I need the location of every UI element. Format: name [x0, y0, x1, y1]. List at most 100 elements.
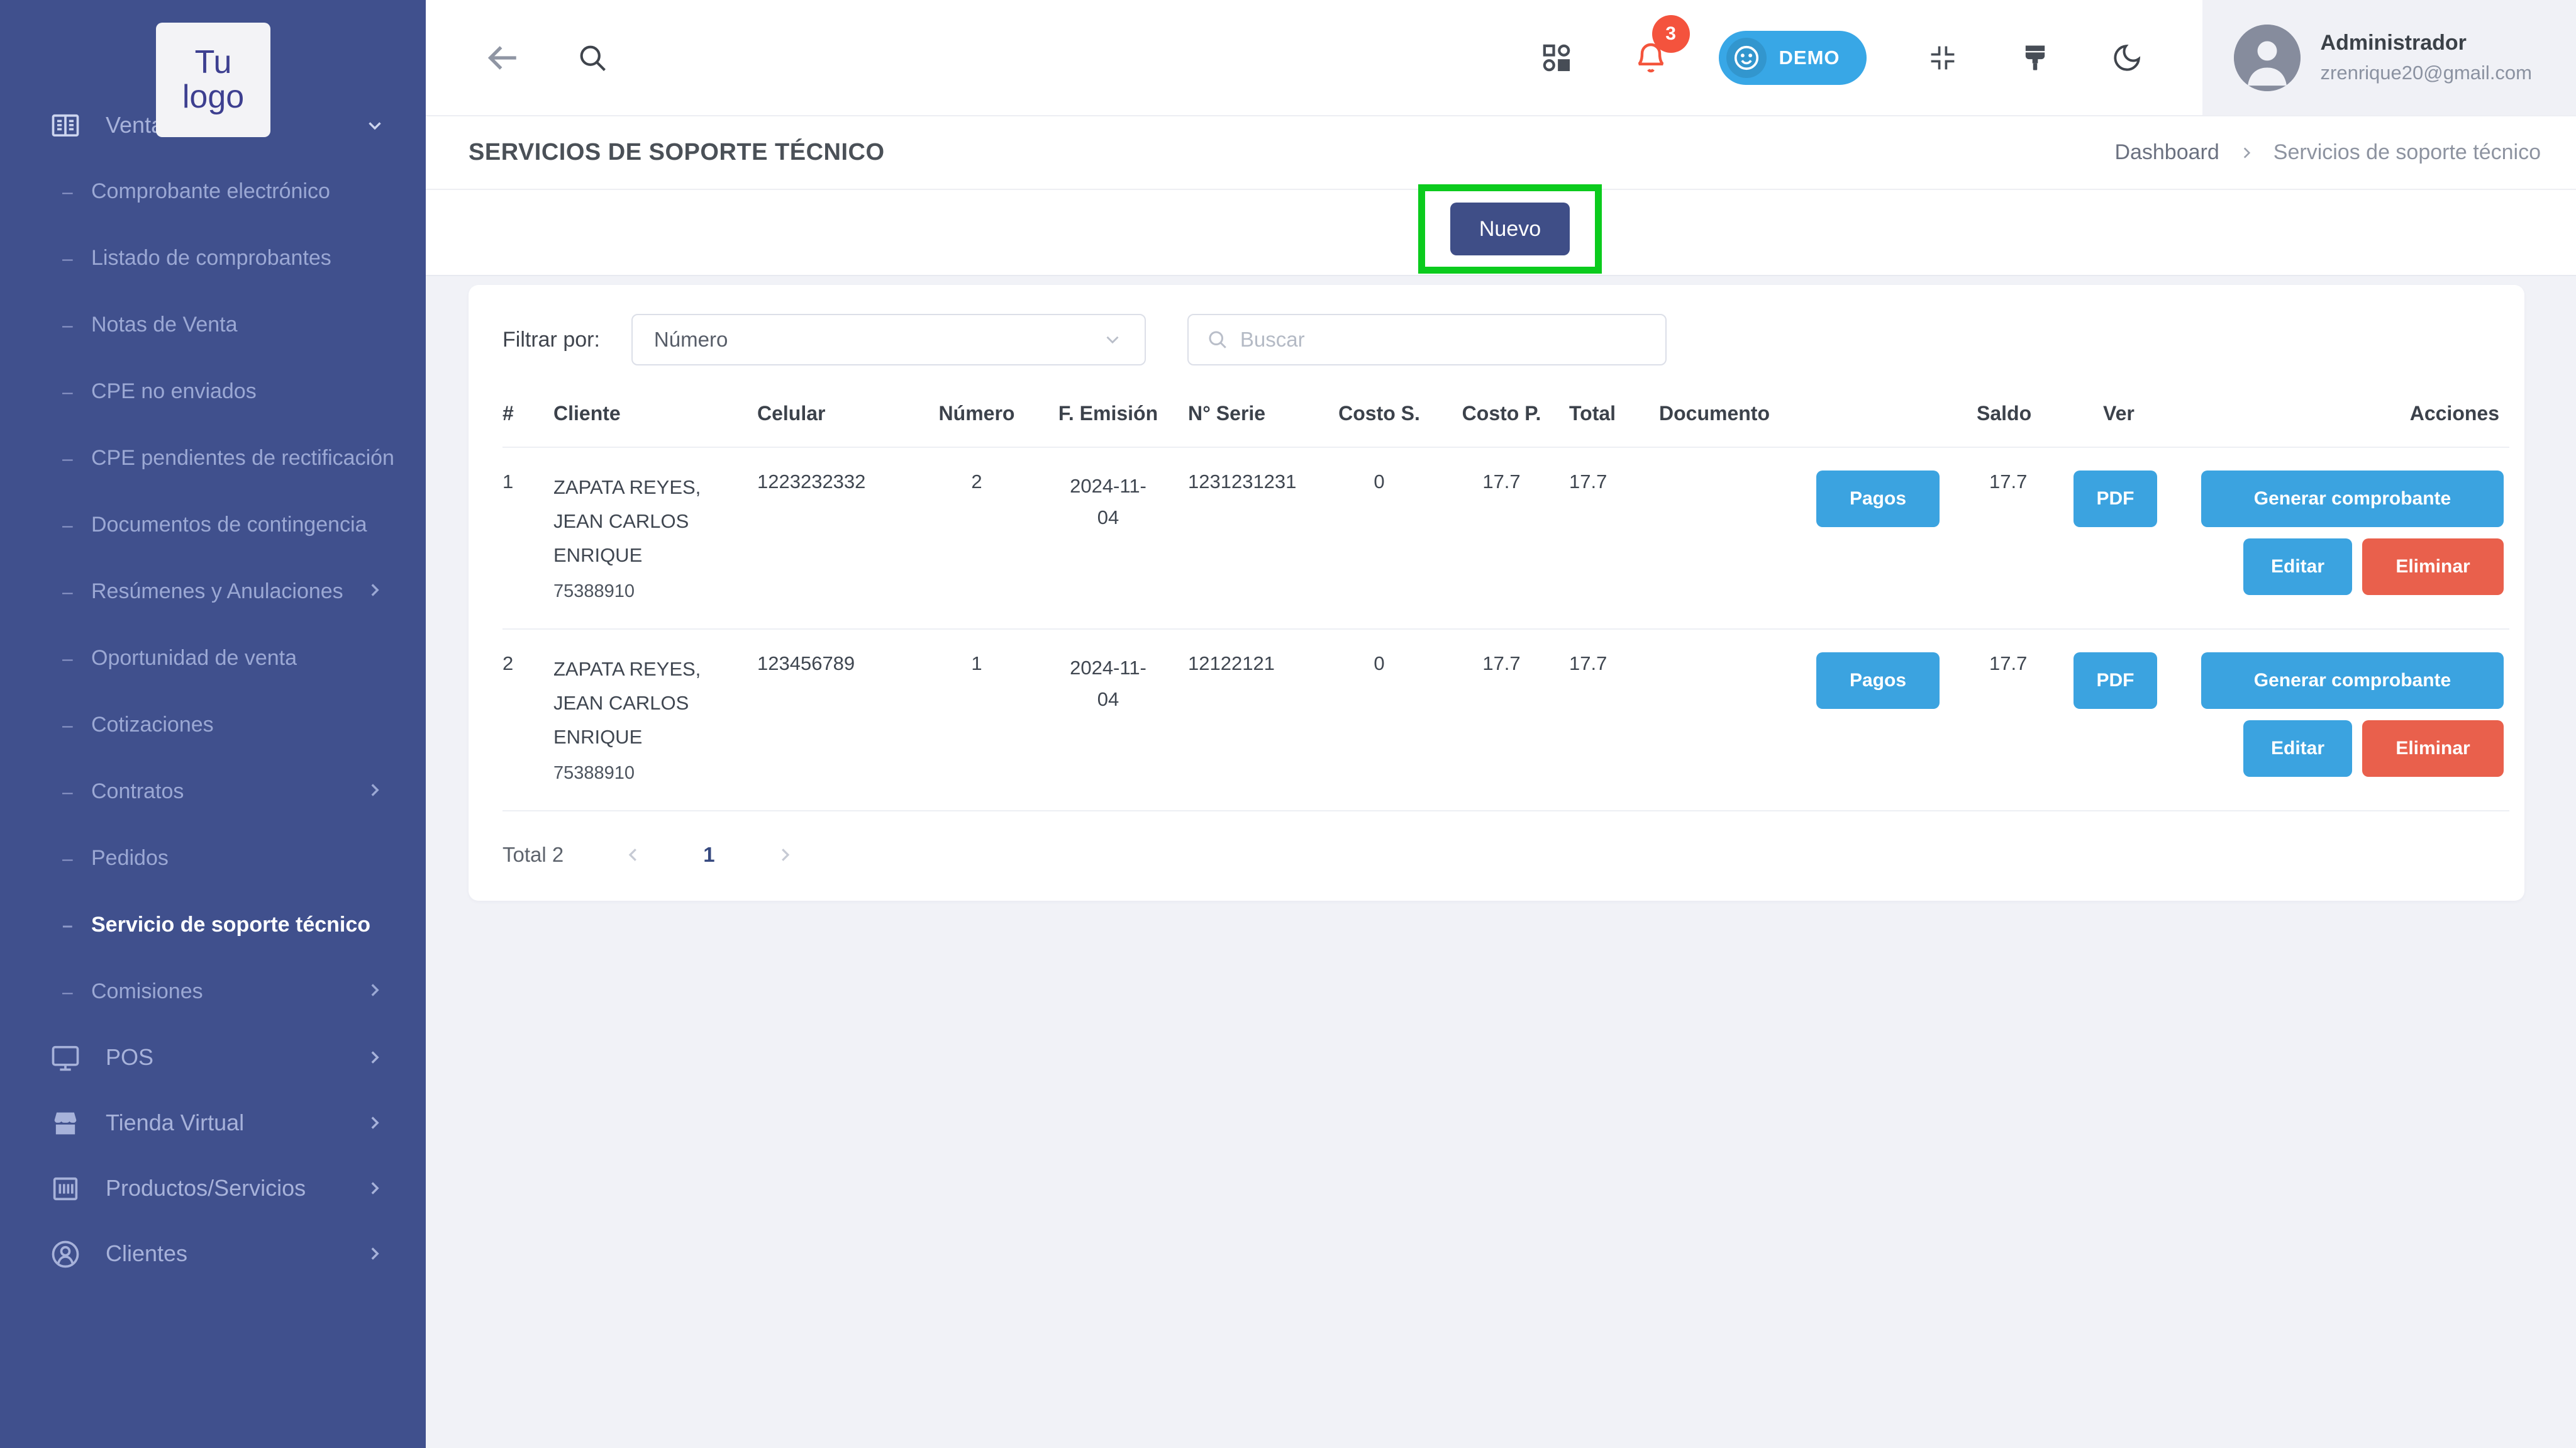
avatar — [2233, 24, 2301, 91]
sidebar-item-pedidos[interactable]: Pedidos — [0, 825, 426, 892]
apps-grid-icon[interactable] — [1540, 41, 1574, 75]
cell-serie: 1231231231 — [1188, 471, 1297, 493]
acciones-row2: Editar Eliminar — [2243, 720, 2504, 777]
sidebar-item-servicio-soporte-tecnico[interactable]: Servicio de soporte técnico — [0, 892, 426, 959]
col-header-cliente: Cliente — [553, 402, 621, 425]
col-header-saldo: Saldo — [1977, 402, 2032, 425]
dash-bullet — [62, 974, 91, 1010]
generar-comprobante-button[interactable]: Generar comprobante — [2201, 471, 2504, 527]
sidebar-item-cotizaciones[interactable]: Cotizaciones — [0, 692, 426, 759]
filter-field-select[interactable]: Número — [631, 314, 1146, 365]
breadcrumb-current: Servicios de soporte técnico — [2273, 140, 2541, 164]
pagos-button[interactable]: Pagos — [1816, 471, 1940, 527]
cliente-documento: 75388910 — [553, 763, 635, 783]
sidebar-item-comprobante-electronico[interactable]: Comprobante electrónico — [0, 159, 426, 225]
sidebar-item-resumenes-anulaciones[interactable]: Resúmenes y Anulaciones — [0, 559, 426, 625]
cell-cliente: ZAPATA REYES, JEAN CARLOS ENRIQUE 753889… — [553, 652, 757, 784]
search-icon — [1206, 328, 1229, 351]
sidebar-item-productos-servicios[interactable]: Productos/Servicios — [0, 1156, 426, 1222]
pagos-button[interactable]: Pagos — [1816, 652, 1940, 709]
sidebar-item-comisiones[interactable]: Comisiones — [0, 959, 426, 1025]
cell-costo-s: 0 — [1374, 652, 1385, 674]
filter-selected-option: Número — [653, 328, 728, 351]
cliente-name: ZAPATA REYES, JEAN CARLOS ENRIQUE — [553, 658, 701, 748]
products-icon — [49, 1172, 82, 1205]
editar-button[interactable]: Editar — [2243, 538, 2352, 595]
user-account-menu[interactable]: Administrador zrenrique20@gmail.com — [2202, 0, 2576, 115]
annotation-highlight-box: Nuevo — [1418, 184, 1602, 274]
dash-bullet — [62, 641, 91, 676]
dark-mode-moon-icon[interactable] — [2111, 42, 2143, 74]
search-icon[interactable] — [576, 42, 609, 74]
sidebar-item-documentos-contingencia[interactable]: Documentos de contingencia — [0, 492, 426, 559]
cell-acciones: Generar comprobante Editar Eliminar — [2201, 652, 2514, 784]
dash-bullet — [62, 774, 91, 810]
compress-screen-icon[interactable] — [1926, 42, 1959, 74]
sidebar-menu: Ventas Comprobante electrónico Listado d… — [0, 0, 426, 1287]
col-header-documento: Documento — [1659, 402, 1770, 425]
theme-brush-icon[interactable] — [2019, 42, 2051, 74]
notifications-bell-icon[interactable]: 3 — [1633, 14, 1690, 75]
sidebar-item-pos[interactable]: POS — [0, 1025, 426, 1091]
dash-bullet — [62, 241, 91, 276]
cell-total: 17.7 — [1569, 471, 1607, 493]
sidebar-item-listado-comprobantes[interactable]: Listado de comprobantes — [0, 225, 426, 292]
col-header-ver: Ver — [2103, 402, 2135, 425]
pagination-page-1[interactable]: 1 — [703, 843, 715, 866]
col-header-costo-p: Costo P. — [1462, 402, 1541, 425]
sidebar-item-notas-de-venta[interactable]: Notas de Venta — [0, 292, 426, 359]
dash-bullet — [62, 508, 91, 543]
sidebar-item-clientes[interactable]: Clientes — [0, 1222, 426, 1287]
cliente-documento: 75388910 — [553, 581, 635, 601]
dash-bullet — [62, 841, 91, 876]
cell-ver: PDF — [2074, 471, 2201, 602]
col-header-f-emision: F. Emisión — [1058, 402, 1158, 425]
search-input[interactable] — [1240, 328, 1648, 352]
sidebar-item-contratos[interactable]: Contratos — [0, 759, 426, 825]
cell-saldo: 17.7 — [1989, 652, 2028, 674]
cell-acciones: Generar comprobante Editar Eliminar — [2201, 471, 2514, 602]
cell-documento: Pagos — [1659, 471, 1977, 602]
sidebar: Tu logo Ventas Comprobante electrónico L… — [0, 0, 426, 1448]
logo-line1: Tu — [194, 44, 232, 81]
cell-numero: 1 — [971, 652, 982, 674]
cell-costo-p: 17.7 — [1482, 471, 1521, 493]
nuevo-button[interactable]: Nuevo — [1450, 203, 1570, 255]
cell-costo-p: 17.7 — [1482, 652, 1521, 674]
notification-count-badge: 3 — [1652, 14, 1690, 53]
sidebar-item-tienda-virtual[interactable]: Tienda Virtual — [0, 1091, 426, 1156]
sidebar-item-cpe-no-enviados[interactable]: CPE no enviados — [0, 359, 426, 425]
breadcrumb: Dashboard Servicios de soporte técnico — [2114, 140, 2541, 165]
cell-numero: 2 — [971, 471, 982, 493]
sidebar-item-oportunidad-venta[interactable]: Oportunidad de venta — [0, 625, 426, 692]
demo-mode-badge[interactable]: DEMO — [1718, 30, 1867, 85]
pagination-next-icon[interactable] — [775, 845, 794, 864]
cell-total: 17.7 — [1569, 652, 1607, 674]
records-card: Filtrar por: Número — [469, 285, 2524, 901]
chevron-down-icon — [364, 114, 386, 136]
ventas-icon — [49, 109, 82, 142]
breadcrumb-separator-icon — [2238, 145, 2255, 161]
search-field — [1187, 314, 1667, 365]
breadcrumb-dashboard-link[interactable]: Dashboard — [2114, 140, 2219, 164]
demo-label: DEMO — [1779, 46, 1840, 69]
top-header: 3 DEMO Admini — [426, 0, 2576, 115]
pdf-button[interactable]: PDF — [2074, 652, 2157, 709]
store-icon — [49, 1107, 82, 1140]
back-arrow-icon[interactable] — [484, 40, 521, 76]
chevron-right-icon — [364, 1243, 386, 1264]
pdf-button[interactable]: PDF — [2074, 471, 2157, 527]
pagination-prev-icon[interactable] — [624, 845, 643, 864]
col-header-index: # — [502, 402, 514, 425]
pagination-total: Total 2 — [502, 843, 564, 866]
eliminar-button[interactable]: Eliminar — [2362, 538, 2504, 595]
cell-documento: Pagos — [1659, 652, 1977, 784]
dash-bullet — [62, 374, 91, 409]
records-table: # Cliente Celular Número F. Emisión N° S… — [502, 388, 2509, 811]
generar-comprobante-button[interactable]: Generar comprobante — [2201, 652, 2504, 709]
eliminar-button[interactable]: Eliminar — [2362, 720, 2504, 777]
col-header-acciones: Acciones — [2409, 402, 2499, 425]
editar-button[interactable]: Editar — [2243, 720, 2352, 777]
chevron-right-icon — [364, 1178, 386, 1199]
sidebar-item-cpe-pendientes[interactable]: CPE pendientes de rectificación — [0, 425, 426, 492]
